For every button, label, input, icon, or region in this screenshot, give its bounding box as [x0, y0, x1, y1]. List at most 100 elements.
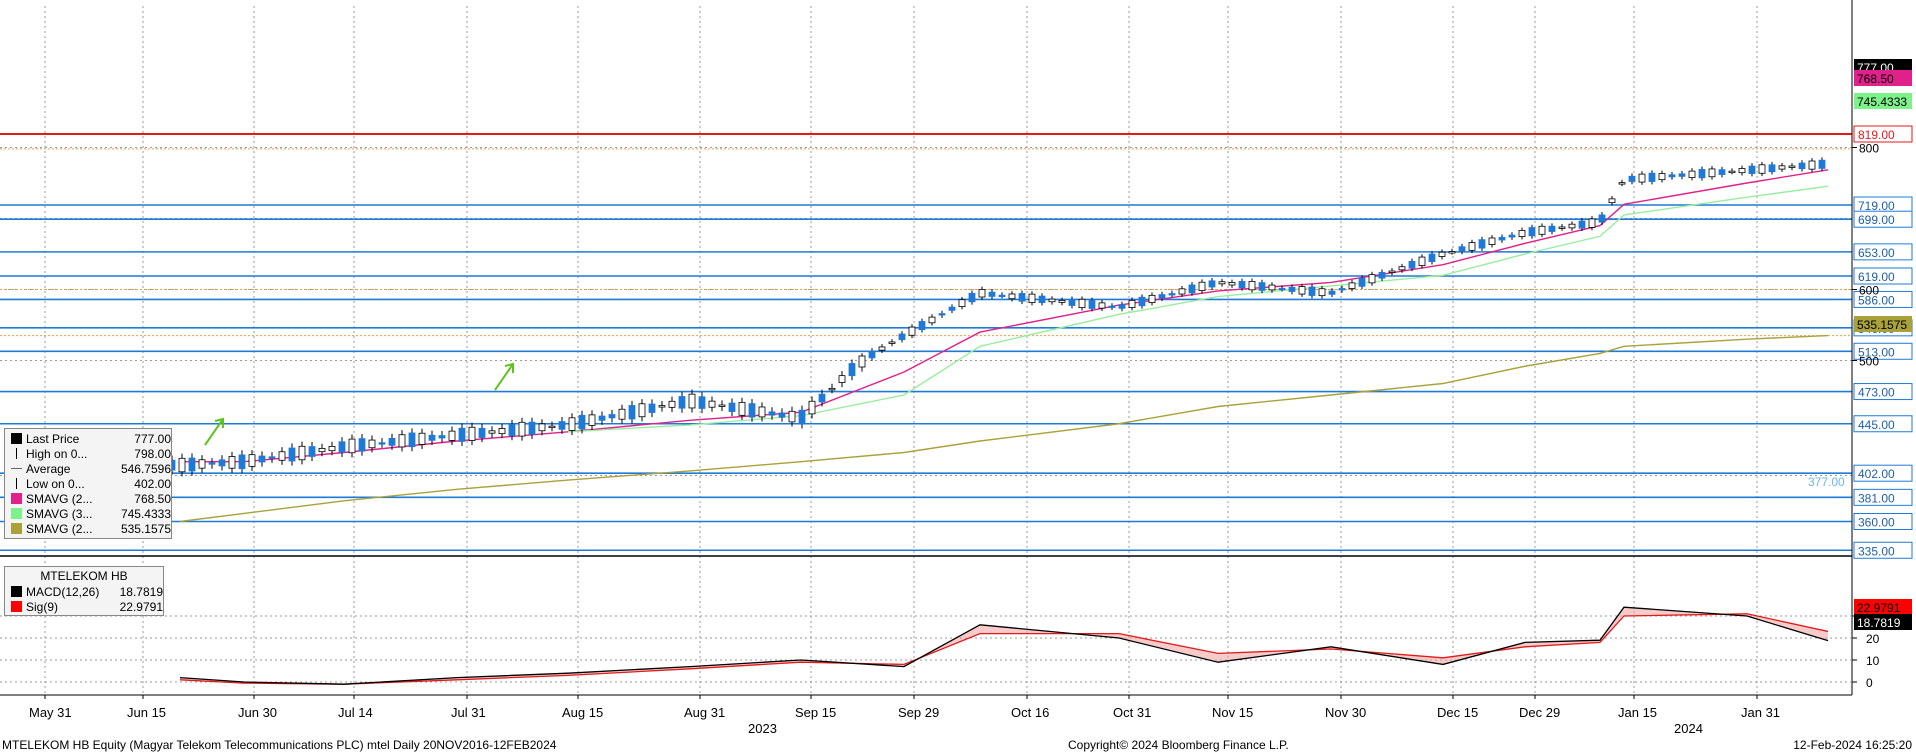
candle-body: [1568, 223, 1576, 229]
level-tag-label: 619.00: [1858, 270, 1895, 284]
candle-body: [1348, 282, 1356, 289]
candle-body: [198, 459, 206, 469]
candle-body: [1178, 288, 1186, 295]
candle-body: [1028, 293, 1036, 303]
candle-body: [1218, 281, 1226, 285]
candle-body: [1298, 286, 1306, 295]
legend-value: 18.7819: [119, 584, 163, 599]
x-tick-label: Aug 15: [562, 705, 603, 720]
candle-body: [1048, 298, 1056, 303]
candle-body: [628, 405, 636, 420]
macd-value-tag-label: 22.9791: [1857, 601, 1901, 615]
candle-body: [1458, 246, 1466, 252]
x-tick-label: Sep 29: [898, 705, 939, 720]
candle-body: [1258, 282, 1266, 291]
value-tag-label: 535.1575: [1857, 318, 1907, 332]
value-tag: [1854, 316, 1912, 332]
candle-body: [578, 414, 586, 430]
candle-body: [1598, 214, 1606, 223]
candle-body: [178, 457, 186, 473]
y-tick-label: 500: [1859, 355, 1879, 369]
candle-body: [518, 421, 526, 437]
legend-item: Last Price 777.00: [5, 431, 171, 446]
legend-value: 402.00: [134, 476, 171, 491]
candle-body: [548, 425, 556, 429]
candle-body: [438, 435, 446, 439]
candle-body: [1038, 295, 1046, 304]
legend-label: Average: [26, 461, 71, 476]
candle-body: [828, 387, 836, 391]
candle-body: [638, 403, 646, 418]
candle-body: [1508, 234, 1516, 238]
x-tick-label: Dec 29: [1519, 705, 1560, 720]
candle-body: [308, 446, 316, 457]
candle-body: [1438, 251, 1446, 257]
candle-body: [1058, 300, 1066, 303]
candle-body: [668, 400, 676, 408]
candle-body: [558, 421, 566, 430]
candle-body: [1118, 304, 1126, 309]
main-legend: Last Price 777.00 High on 0... 798.00 Aver…: [4, 428, 172, 539]
x-tick-label: Jun 15: [127, 705, 166, 720]
candle-body: [1728, 170, 1736, 174]
candle-body: [648, 403, 656, 413]
level-tag-label: 402.00: [1858, 467, 1895, 481]
candle-body: [338, 441, 346, 453]
candle-body: [348, 438, 356, 454]
legend-item: High on 0... 798.00: [5, 446, 171, 461]
candle-body: [238, 454, 246, 470]
level-tag-box: [1853, 210, 1913, 228]
candle-body: [1608, 198, 1616, 204]
candle-body: [708, 400, 716, 408]
candle-body: [1618, 182, 1626, 185]
candle-body: [1558, 226, 1566, 229]
candle-body: [448, 430, 456, 441]
candle-body: [248, 454, 256, 467]
macd-line: [179, 606, 1829, 685]
candle-body: [988, 291, 996, 297]
candle-body: [1328, 290, 1336, 295]
x-tick-label: Jul 14: [338, 705, 373, 720]
legend-item: Low on 0... 402.00: [5, 476, 171, 491]
candle-body: [928, 316, 936, 324]
candle-body: [698, 396, 706, 409]
candle-body: [658, 405, 666, 408]
macd-y-tick-label: 0: [1866, 676, 1873, 690]
candle-body: [1468, 242, 1476, 251]
level-tag-box: [1853, 342, 1913, 360]
candle-body: [888, 341, 896, 344]
legend-item: SMAVG (2... 535.1575: [5, 521, 171, 536]
candle-body: [1088, 300, 1096, 309]
candle-body: [1648, 172, 1656, 182]
footer-timestamp: 12-Feb-2024 16:25:20: [1793, 738, 1912, 752]
candle-body: [898, 333, 906, 341]
candle-body: [1098, 302, 1106, 309]
candle-body: [938, 313, 946, 316]
candle-body: [1278, 287, 1286, 291]
candle-body: [418, 432, 426, 445]
legend-label: Sig(9): [26, 599, 59, 614]
year-label: 2023: [748, 721, 777, 736]
candle-body: [788, 410, 796, 423]
candle-body: [298, 445, 306, 461]
candle-body: [1268, 284, 1276, 291]
level-tag-label: 719.00: [1858, 199, 1895, 213]
candle-body: [568, 417, 576, 431]
macd-value-tag: [1854, 599, 1912, 615]
arrow-annotation: [204, 417, 224, 446]
candle-body: [1748, 165, 1756, 174]
candle-body: [1718, 169, 1726, 175]
level-tag-label: 335.00: [1858, 544, 1895, 558]
candle-body: [1398, 266, 1406, 271]
candle-body: [868, 350, 876, 359]
candle-body: [1518, 230, 1526, 237]
legend-value: 745.4333: [120, 506, 171, 521]
level-tag-label: 513.00: [1858, 345, 1895, 359]
legend-label: Last Price: [26, 431, 80, 446]
moving-average-line: [567, 185, 1829, 433]
candle-body: [678, 396, 686, 409]
level-tag-label: 653.00: [1858, 246, 1895, 260]
legend-item: Average 546.7596: [5, 461, 171, 476]
candle-body: [1188, 284, 1196, 294]
candle-body: [908, 326, 916, 336]
